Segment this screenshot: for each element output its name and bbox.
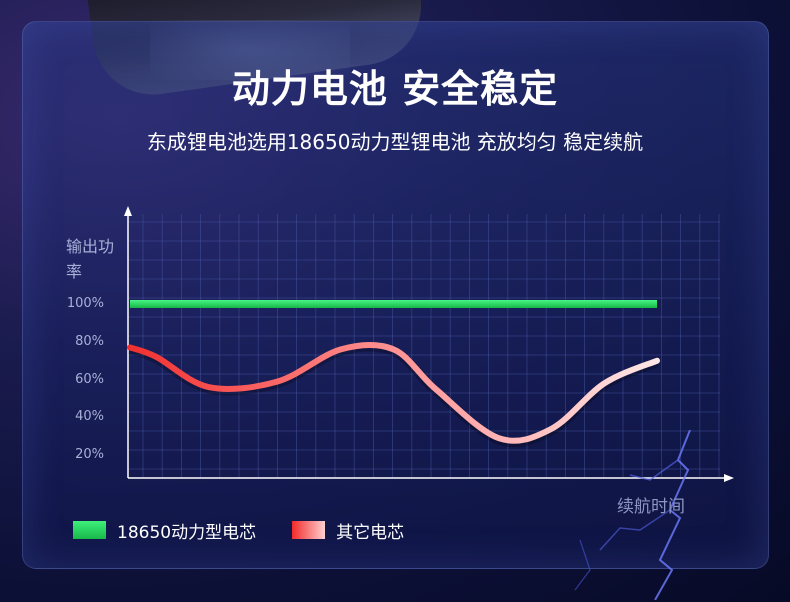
y-tick-40: 40% <box>75 409 104 424</box>
series-other-line <box>127 341 660 444</box>
y-axis-arrow <box>124 206 132 216</box>
lightning-decoration <box>574 430 691 600</box>
legend-swatch-red <box>292 521 326 539</box>
page-subtitle: 东成锂电池选用18650动力型锂电池 充放均匀 稳定续航 <box>146 130 644 154</box>
x-axis-label: 续航时间 <box>617 497 685 517</box>
y-tick-60: 60% <box>75 372 104 387</box>
legend-label-other: 其它电芯 <box>336 522 405 543</box>
series-18650-line <box>130 300 657 308</box>
y-tick-80: 80% <box>75 334 104 349</box>
legend-item-other: 其它电芯 <box>292 518 404 543</box>
page-title: 动力电池 安全稳定 <box>231 67 559 111</box>
y-axis-label: 输出功率 <box>66 237 115 281</box>
x-axis-arrow <box>724 474 734 482</box>
y-tick-20: 20% <box>75 447 104 462</box>
chart-legend: 18650动力型电芯 其它电芯 <box>73 518 404 543</box>
series-other-shadow <box>128 342 659 448</box>
legend-label-18650: 18650动力型电芯 <box>117 522 257 543</box>
y-tick-100: 100% <box>66 296 104 311</box>
legend-swatch-green <box>73 521 106 539</box>
legend-item-18650: 18650动力型电芯 <box>73 518 256 543</box>
